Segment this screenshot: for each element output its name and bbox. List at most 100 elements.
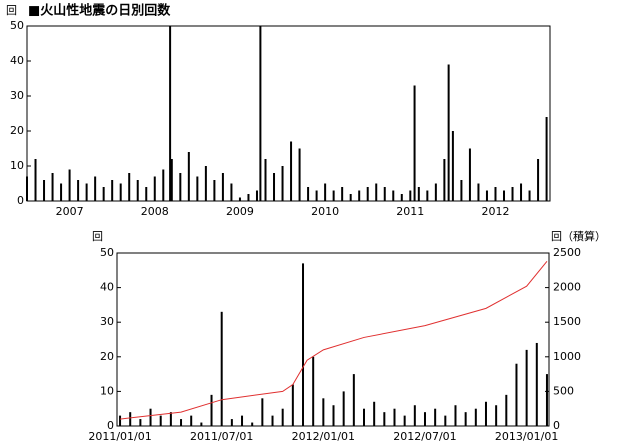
bar [403,415,406,426]
y-tick-label: 30 [100,315,114,328]
bar [43,180,46,201]
bar [26,176,28,201]
bar [511,187,514,201]
bar [464,412,467,426]
bar [400,194,403,201]
bar [451,131,454,201]
bar [312,356,315,426]
bar [485,190,488,201]
x-tick-label: 2009 [226,205,254,218]
bar [77,180,80,201]
bar [128,173,131,201]
y2-tick-label: 1000 [553,350,581,363]
y2-tick-label: 500 [553,384,574,397]
bar [413,405,416,426]
bar [366,187,369,201]
bar [298,148,301,201]
bar [413,85,416,201]
y-tick-label: 30 [10,89,24,102]
bar [484,401,487,426]
bar [259,26,262,201]
plot-area [26,25,551,202]
bar [383,187,386,201]
bar [159,415,162,426]
x-tick-label: 2013/01/01 [495,430,558,443]
y-tick-label: 10 [100,384,114,397]
bar [170,159,173,201]
bar [251,422,254,426]
bar [119,183,122,201]
bar [332,190,335,201]
bar [332,405,335,426]
bar [375,183,378,201]
y2-tick-label: 2500 [553,246,581,259]
bar [162,169,165,201]
y-tick-label: 20 [10,124,24,137]
bar [68,169,71,201]
chart-title: ■火山性地震の日別回数 [28,3,171,19]
bar [85,183,88,201]
bar [454,405,457,426]
bar [60,183,63,201]
bar [221,173,224,201]
x-tick-label: 2011 [396,205,424,218]
bar [447,64,450,201]
bar [220,311,223,426]
y2-tick-label: 1500 [553,315,581,328]
bar [515,363,518,426]
bar [94,176,97,201]
x-tick-label: 2007 [56,205,84,218]
x-tick-label: 2010 [311,205,339,218]
bar [525,349,528,426]
bar [307,187,310,201]
bar [238,197,241,201]
bar [477,183,480,201]
bar [273,173,276,201]
y2-tick-label: 0 [553,419,560,432]
bar [102,187,105,201]
y-tick-label: 20 [100,350,114,363]
bar [169,412,172,426]
bar [503,190,506,201]
bar [434,183,437,201]
bar [434,408,437,426]
bar [392,190,395,201]
bar [261,398,264,426]
bar [241,415,244,426]
y2-axis-label: 回（積算） [551,229,606,243]
bar [443,159,446,201]
bar [535,342,538,426]
bar [281,166,284,201]
bar [51,173,54,201]
bar [34,159,37,201]
bar [119,415,122,426]
bar [505,394,508,426]
bar [358,190,361,201]
bar [111,180,114,201]
y-tick-label: 0 [17,194,24,207]
bar [264,159,267,201]
bar [204,166,207,201]
bar [324,183,327,201]
bar [230,419,233,426]
bar [136,180,139,201]
bar [129,412,132,426]
bar [426,190,429,201]
bar [153,176,156,201]
bar [528,190,531,201]
bar [444,415,447,426]
bar [545,374,548,426]
bar [322,398,325,426]
x-tick-label: 2012 [481,205,509,218]
bar [247,194,250,201]
bar [230,183,233,201]
bar [290,141,293,201]
bar [423,412,426,426]
bar [180,419,183,426]
line [119,260,548,420]
y-tick-label: 50 [100,246,114,259]
y2-tick-label: 2000 [553,281,581,294]
bar [255,190,258,201]
bar [409,190,412,201]
